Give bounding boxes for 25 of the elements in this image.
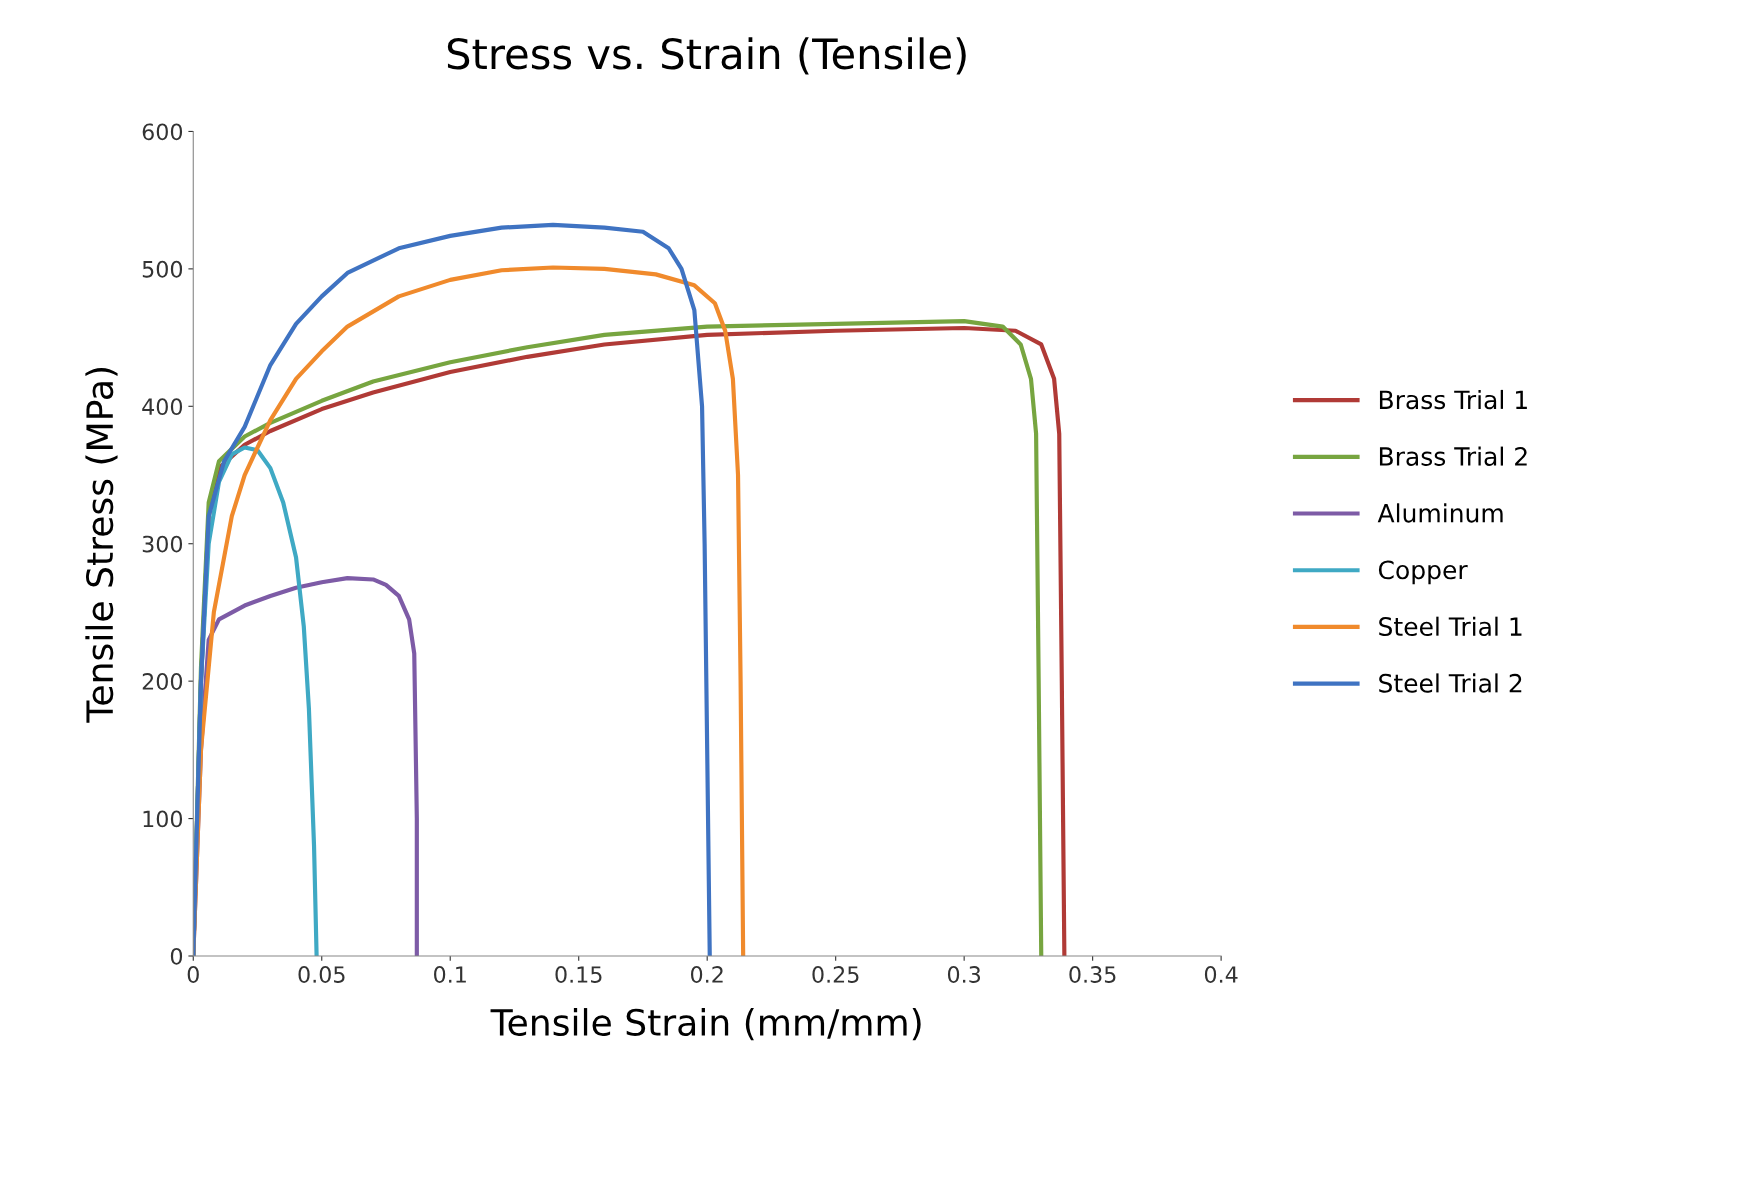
y-tick-label: 300 xyxy=(142,535,183,553)
y-tick-label: 200 xyxy=(142,673,183,690)
x-tick-label: 0 xyxy=(187,966,199,983)
legend-label: Steel Trial 1 xyxy=(1379,616,1522,637)
x-tick-label: 0.15 xyxy=(555,966,602,983)
x-tick-label: 0.05 xyxy=(298,966,345,983)
x-tick-label: 0.35 xyxy=(1069,966,1116,983)
x-tick-label: 0.1 xyxy=(434,966,466,983)
y-tick-label: 100 xyxy=(143,810,183,828)
y-tick-label: 0 xyxy=(170,947,183,965)
legend-label: Copper xyxy=(1378,560,1468,585)
x-tick-label: 0.25 xyxy=(812,966,859,983)
x-tick-label: 0.3 xyxy=(947,966,981,983)
legend-label: Steel Trial 2 xyxy=(1379,673,1522,693)
x-axis-title: Tensile Strain (mm/mm) xyxy=(490,1008,921,1041)
y-tick-label: 500 xyxy=(142,260,183,278)
chart-title: Stress vs. Strain (Tensile) xyxy=(447,37,966,75)
legend-label: Brass Trial 2 xyxy=(1379,446,1527,466)
legend-label: Aluminum xyxy=(1377,503,1503,523)
x-tick-label: 0.4 xyxy=(1204,966,1238,983)
y-tick-label: 400 xyxy=(142,398,183,416)
legend-label: Brass Trial 1 xyxy=(1379,389,1527,410)
y-tick-label: 600 xyxy=(142,123,183,141)
x-tick-label: 0.2 xyxy=(690,966,723,983)
y-axis-title: Tensile Stress (MPa) xyxy=(85,368,118,723)
